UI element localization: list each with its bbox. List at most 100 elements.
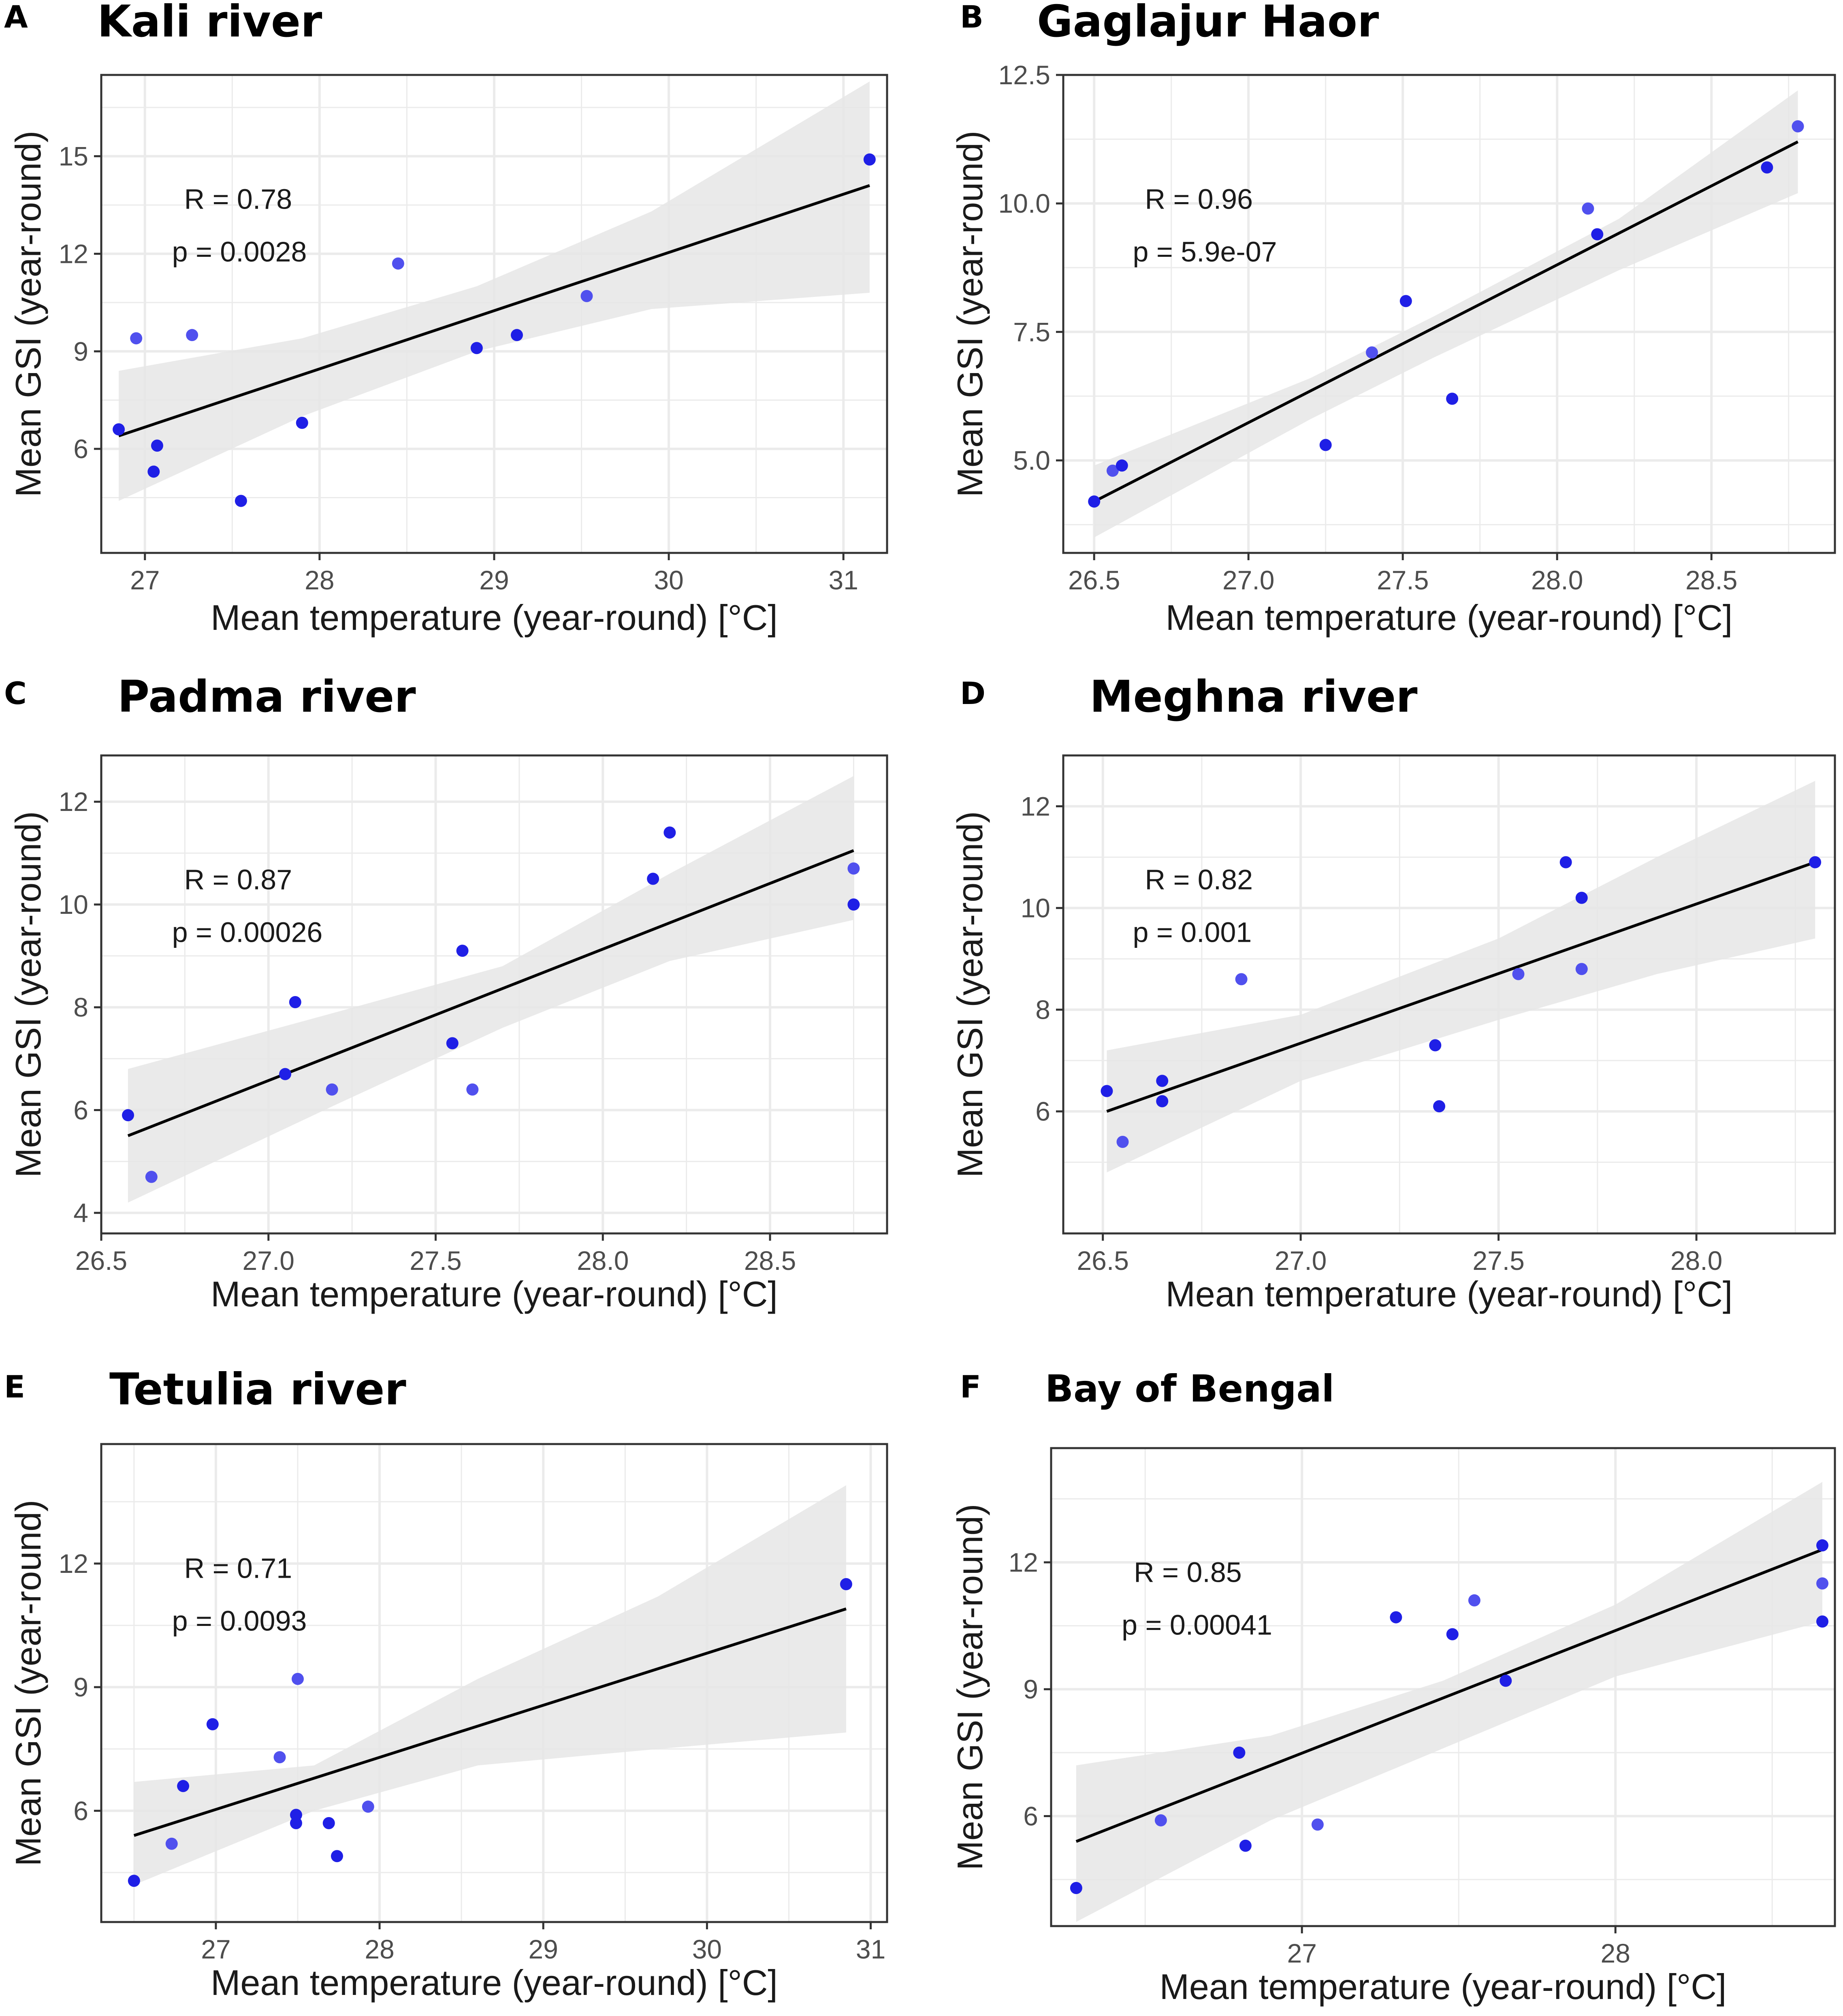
panel-letter: B	[960, 0, 983, 35]
y-tick-label: 12.5	[998, 60, 1050, 90]
data-point	[1512, 968, 1525, 980]
x-axis-title: Mean temperature (year-round) [°C]	[1166, 597, 1733, 638]
data-point	[1156, 1095, 1169, 1107]
x-tick-label: 27.0	[1222, 565, 1274, 595]
data-point	[1446, 393, 1459, 405]
data-point	[130, 332, 143, 345]
data-point	[1816, 1577, 1829, 1590]
data-point	[1101, 1085, 1113, 1097]
data-point	[1433, 1100, 1446, 1113]
data-point	[296, 416, 308, 429]
data-point	[1816, 1539, 1829, 1552]
data-point	[1366, 346, 1378, 359]
y-tick-label: 9	[73, 336, 88, 366]
x-tick-label: 27	[130, 565, 160, 595]
data-point	[470, 342, 483, 354]
p-annotation: p = 0.00026	[172, 916, 323, 948]
confidence-band	[128, 776, 854, 1203]
panel-c: C Padma river R = 0.87 p = 0.00026 26.5 27.0 2…	[4, 672, 888, 1314]
data-point	[147, 465, 160, 478]
data-point	[1106, 464, 1119, 477]
data-point	[1233, 1746, 1246, 1759]
r-annotation: R = 0.82	[1145, 864, 1253, 895]
panel-title: Meghna river	[1090, 672, 1417, 722]
x-tick-label: 31	[856, 1934, 885, 1964]
panel-title: Tetulia river	[109, 1364, 406, 1415]
y-tick-label: 7.5	[1013, 317, 1050, 347]
r-annotation: R = 0.87	[184, 864, 292, 895]
data-point	[145, 1171, 158, 1183]
y-tick-label: 5.0	[1013, 446, 1050, 476]
panel-f: F Bay of Bengal R = 0.85 p = 0.00041 27 28 6 9 1…	[950, 1367, 1836, 2007]
r-annotation: R = 0.85	[1134, 1556, 1242, 1588]
data-point	[847, 862, 860, 875]
data-point	[1575, 963, 1588, 975]
y-tick-label: 8	[73, 992, 88, 1022]
data-point	[1390, 1611, 1402, 1623]
data-point	[122, 1109, 134, 1122]
confidence-band	[1094, 90, 1798, 538]
y-tick-label: 8	[1035, 995, 1050, 1025]
y-axis-title: Mean GSI (year-round)	[8, 811, 48, 1178]
p-annotation: p = 0.0093	[172, 1605, 307, 1636]
y-tick-label: 10.0	[998, 188, 1050, 218]
p-annotation: p = 0.0028	[172, 236, 307, 267]
panel-e: E Tetulia river R = 0.71 p = 0.0093 27 28 29 30…	[4, 1364, 888, 2003]
y-axis-title: Mean GSI (year-round)	[8, 1500, 48, 1867]
plot-border	[1062, 754, 1836, 1235]
data-point	[1816, 1615, 1829, 1628]
r-annotation: R = 0.71	[184, 1552, 292, 1584]
x-tick-label: 29	[479, 565, 509, 595]
panel-letter: D	[960, 675, 985, 711]
x-tick-label: 27	[1287, 1938, 1316, 1968]
data-point	[186, 329, 198, 341]
data-point	[840, 1578, 852, 1590]
panel-d: D Meghna river R = 0.82 p = 0.001 26.5 27.0 27…	[950, 672, 1836, 1314]
y-tick-label: 10	[59, 890, 88, 919]
y-tick-label: 4	[73, 1198, 88, 1228]
x-tick-label: 28.0	[577, 1246, 629, 1276]
y-axis-title: Mean GSI (year-round)	[950, 811, 990, 1178]
data-point	[128, 1875, 140, 1887]
plot-border	[1062, 74, 1836, 554]
data-point	[362, 1801, 374, 1813]
data-point	[1116, 1136, 1129, 1148]
data-point	[290, 1817, 302, 1829]
regression-line	[118, 184, 870, 437]
regression-line	[127, 849, 854, 1137]
data-point	[1429, 1039, 1442, 1052]
x-axis-title: Mean temperature (year-round) [°C]	[211, 1274, 778, 1314]
x-tick-label: 28.0	[1670, 1246, 1722, 1276]
regression-line	[1106, 861, 1816, 1113]
data-point	[1559, 856, 1572, 868]
x-tick-label: 30	[654, 565, 683, 595]
data-point	[456, 945, 469, 957]
y-tick-label: 6	[1023, 1801, 1038, 1831]
x-tick-label: 28.0	[1531, 565, 1583, 595]
x-tick-label: 26.5	[75, 1246, 127, 1276]
y-tick-label: 12	[59, 787, 88, 817]
confidence-band	[134, 1485, 846, 1885]
y-tick-label: 6	[73, 434, 88, 464]
x-tick-label: 27.5	[1377, 565, 1429, 595]
r-annotation: R = 0.96	[1145, 183, 1253, 215]
x-tick-label: 27	[201, 1934, 230, 1964]
data-point	[1468, 1594, 1480, 1606]
panel-title: Bay of Bengal	[1045, 1367, 1334, 1410]
panel-title: Padma river	[117, 672, 416, 722]
data-point	[1235, 973, 1248, 986]
data-point	[1582, 202, 1594, 215]
y-axis-title: Mean GSI (year-round)	[8, 131, 48, 497]
data-point	[847, 898, 860, 911]
data-point	[1156, 1075, 1169, 1087]
plot-border	[100, 1443, 888, 1923]
data-point	[580, 290, 593, 302]
panel-letter: F	[960, 1369, 981, 1405]
confidence-band	[1107, 781, 1815, 1173]
x-tick-label: 28.5	[1685, 565, 1737, 595]
p-annotation: p = 0.001	[1133, 916, 1252, 948]
regression-line	[1093, 140, 1799, 503]
data-point	[113, 423, 125, 435]
y-tick-label: 9	[1023, 1674, 1038, 1704]
